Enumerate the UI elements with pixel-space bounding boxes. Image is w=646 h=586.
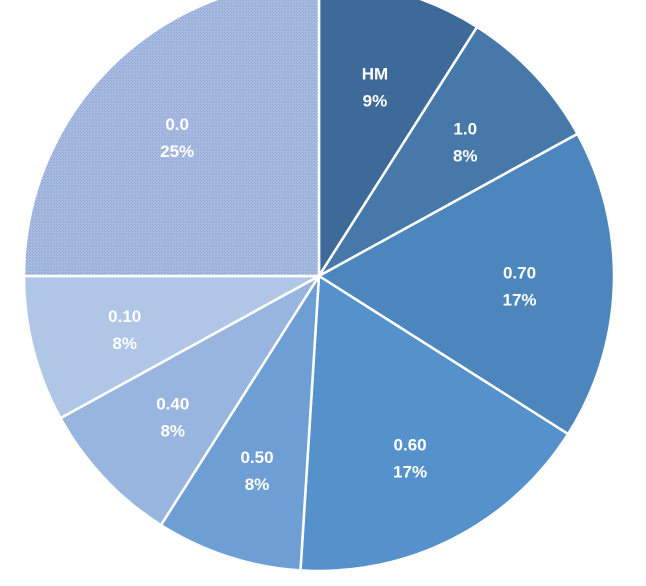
slice-category-label: 0.60: [394, 436, 427, 455]
slice-label-0-40: 0.40 8%: [156, 394, 189, 440]
slice-label-0-0: 0.0 25%: [160, 115, 194, 161]
slice-label-0-10: 0.10 8%: [108, 307, 141, 353]
pie-slice-0-70: [317, 132, 616, 436]
slice-category-label: 0.10: [108, 307, 141, 326]
pie-slice-0-0: [22, 0, 321, 278]
slice-percent-label: 25%: [160, 142, 194, 161]
slice-category-label: HM: [362, 64, 388, 83]
slice-category-label: 0.40: [156, 394, 189, 413]
slice-percent-label: 8%: [453, 147, 478, 166]
slice-label-0-60: 0.60 17%: [393, 436, 427, 482]
pie-slice-0-50: [159, 274, 321, 572]
slice-percent-label: 8%: [245, 475, 270, 494]
slice-percent-label: 17%: [502, 290, 536, 309]
pie-slice-0-10: [22, 274, 321, 420]
slice-category-label: 0.0: [165, 115, 189, 134]
slice-label-1-0: 1.0 8%: [453, 120, 478, 166]
slice-percent-label: 17%: [393, 463, 427, 482]
pie-labels: HM 9%1.0 8%0.70 17%0.60 17%0.50 8%0.40 8%0.10 8…: [108, 64, 536, 493]
slice-label-0-50: 0.50 8%: [240, 448, 273, 494]
pie-slice-0-60: [299, 274, 570, 573]
slice-percent-label: 8%: [160, 421, 185, 440]
pie-slices: [22, 0, 616, 573]
slice-category-label: 0.70: [503, 263, 536, 282]
pie-slice-hm: [317, 0, 479, 278]
pie-slice-1-0: [317, 25, 579, 278]
slice-percent-label: 9%: [363, 91, 388, 110]
slice-category-label: 1.0: [453, 120, 477, 139]
slice-label-hm: HM 9%: [362, 64, 388, 110]
slice-label-0-70: 0.70 17%: [502, 263, 536, 309]
pie-slice-0-40: [59, 274, 321, 527]
slice-percent-label: 8%: [112, 334, 137, 353]
slice-category-label: 0.50: [240, 448, 273, 467]
